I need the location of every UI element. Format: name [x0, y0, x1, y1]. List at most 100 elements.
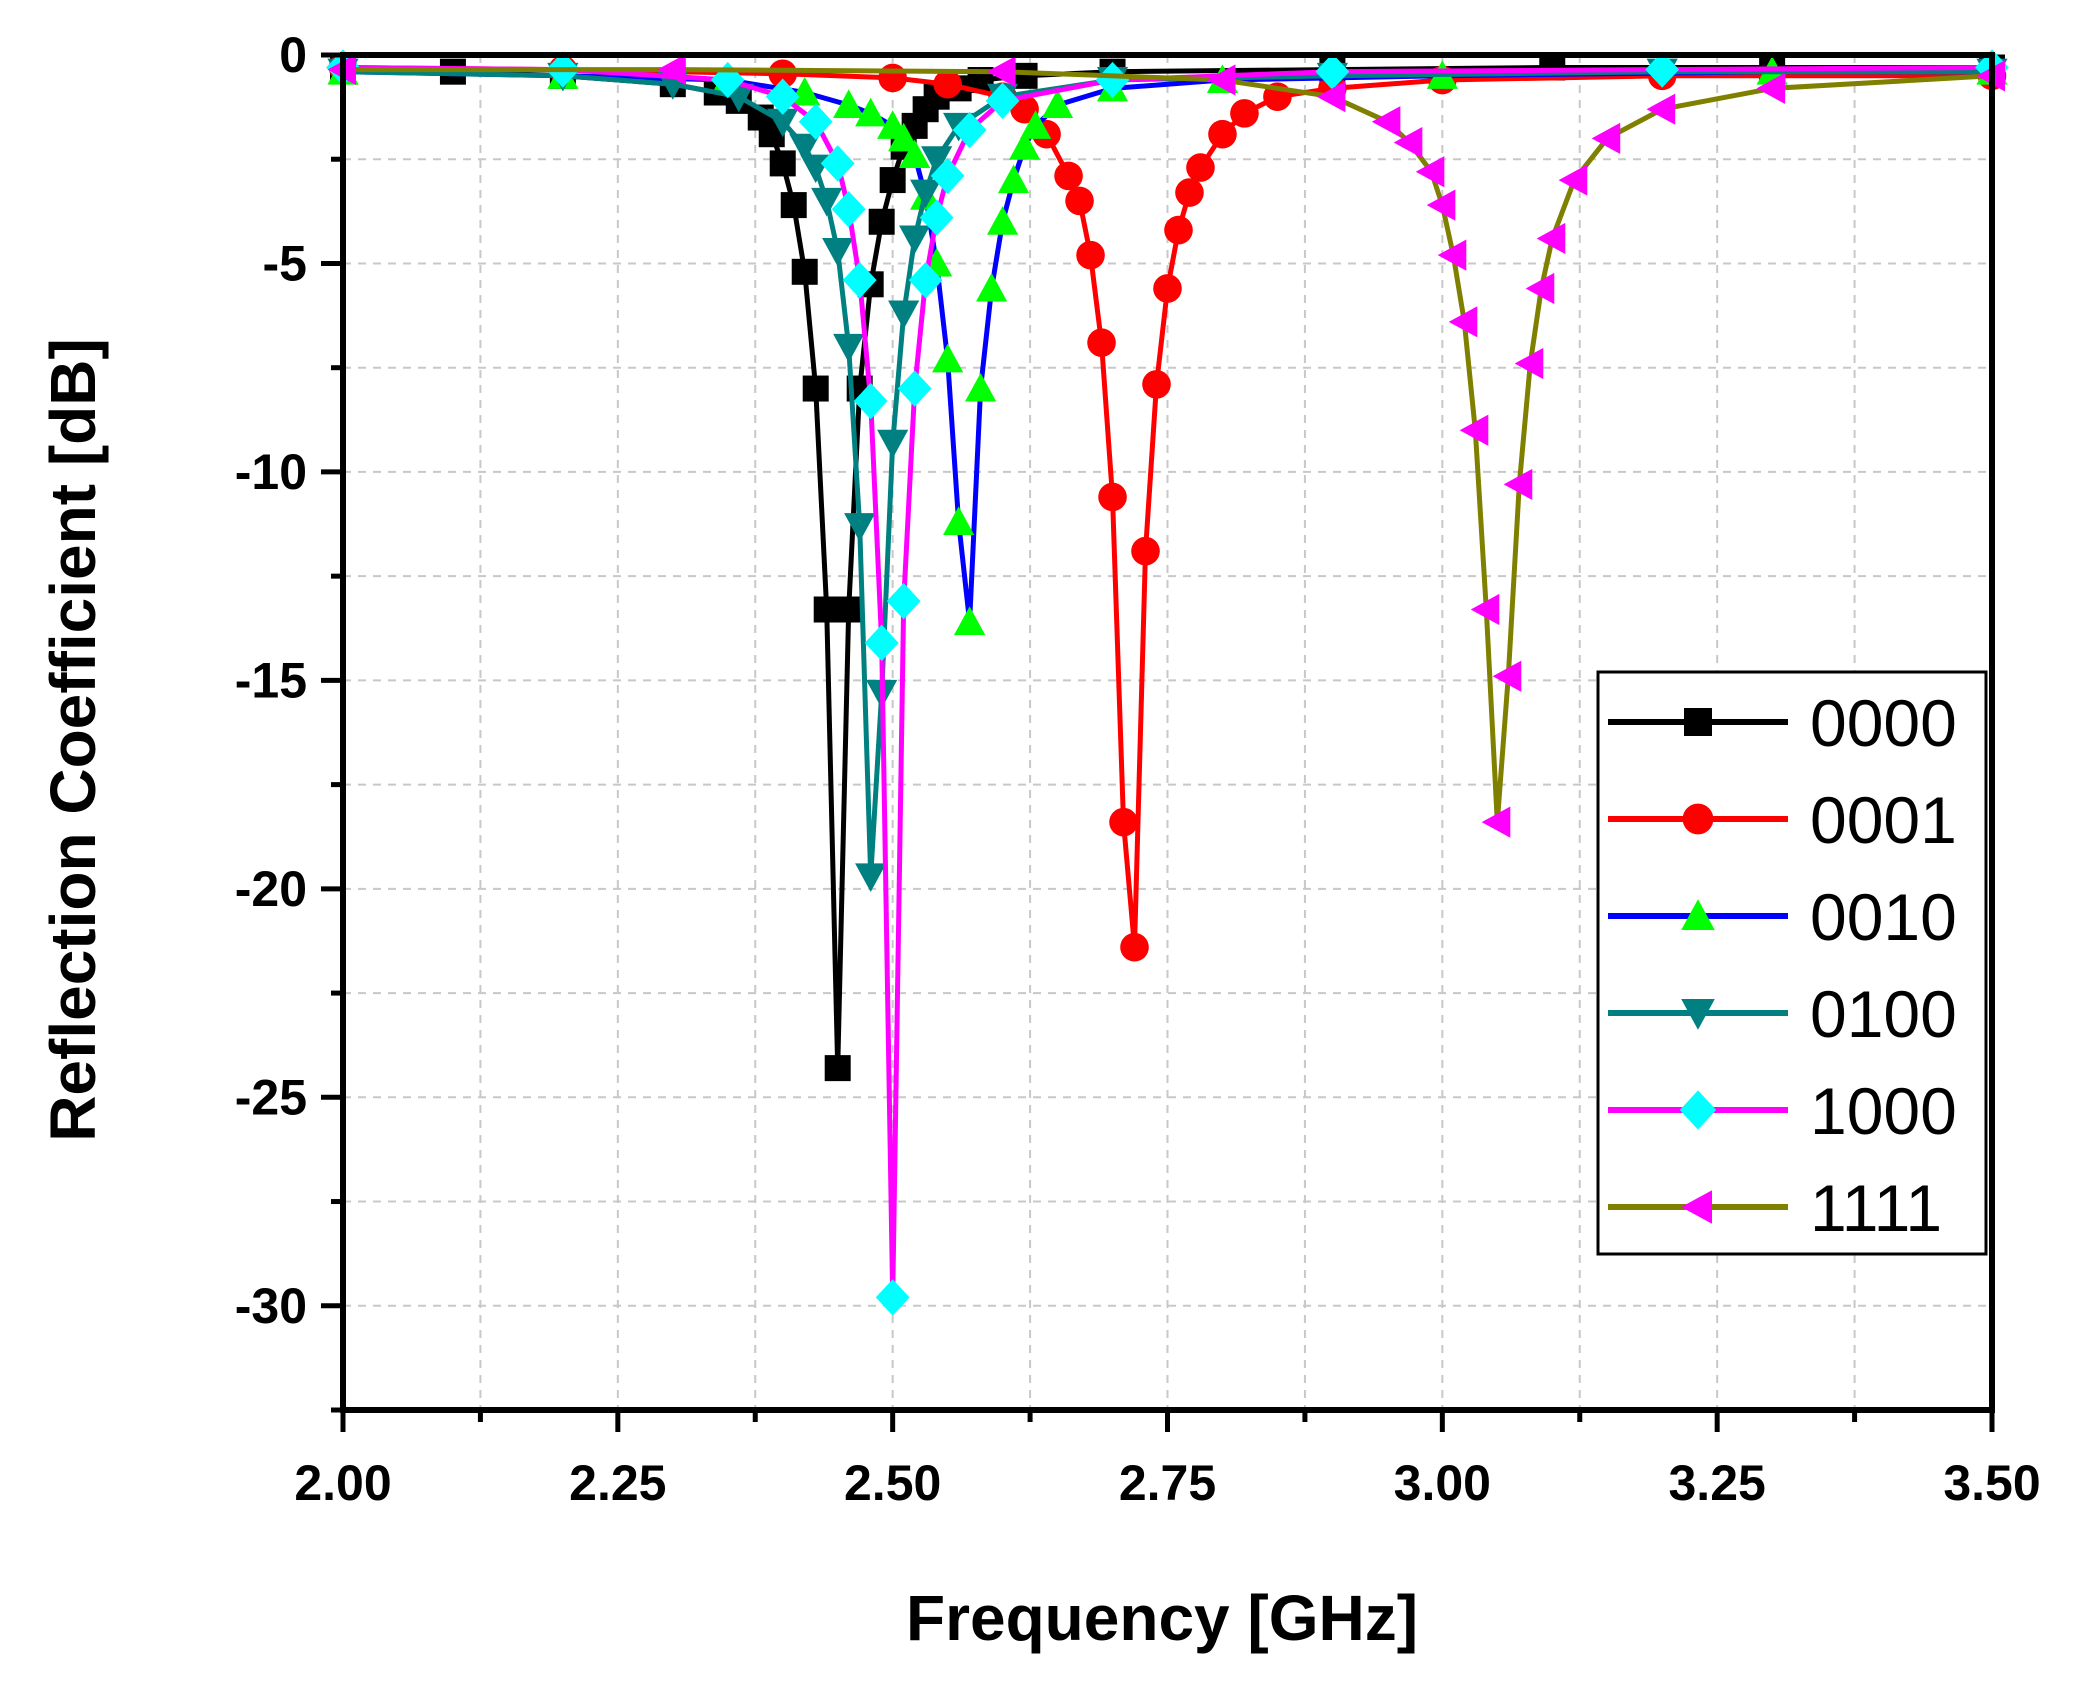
data-point-1111: [1316, 81, 1346, 113]
data-point-0010: [987, 206, 1019, 235]
data-point-0010: [1008, 131, 1041, 160]
data-point-0001: [1054, 161, 1083, 191]
data-point-0001: [1098, 482, 1127, 512]
data-point-1000: [875, 1279, 910, 1316]
data-point-0001: [1087, 328, 1116, 357]
legend-marker-0001: [1682, 803, 1714, 835]
legend-entry: 1000: [1608, 1074, 1957, 1148]
data-point-0000: [835, 596, 862, 623]
data-point-0010: [888, 122, 920, 152]
data-point-0010: [833, 89, 865, 119]
data-point-1111: [1437, 239, 1467, 271]
data-point-0001: [1109, 807, 1138, 837]
data-point-0001: [1230, 99, 1259, 128]
data-point-1000: [985, 82, 1020, 120]
legend-entry: 1111: [1608, 1171, 1942, 1245]
data-point-0001: [1131, 536, 1160, 566]
data-point-1111: [1206, 64, 1236, 96]
data-point-1111: [1525, 272, 1555, 305]
x-tick-label: 3.50: [1943, 1455, 2040, 1511]
legend-entry: 0001: [1608, 783, 1957, 857]
y-tick-label: 0: [279, 27, 307, 83]
data-point-0100: [888, 300, 920, 330]
y-tick-label: -15: [235, 652, 307, 708]
data-point-0100: [833, 333, 865, 363]
data-point-1111: [1536, 222, 1566, 255]
data-point-0010: [965, 372, 997, 402]
legend-label: 1111: [1810, 1171, 1942, 1245]
legend-label: 0010: [1810, 880, 1957, 954]
x-tick-label: 3.25: [1669, 1455, 1766, 1511]
data-point-1111: [1591, 122, 1621, 154]
legend-label: 1000: [1810, 1074, 1957, 1148]
data-point-0001: [1164, 215, 1193, 245]
data-point-0000: [769, 150, 796, 177]
legend-marker-0010: [1681, 899, 1715, 930]
data-point-0001: [878, 63, 907, 93]
legend-label: 0100: [1810, 977, 1957, 1051]
data-point-1111: [1481, 806, 1511, 838]
x-tick-label: 2.50: [844, 1455, 941, 1511]
x-tick-label: 2.75: [1119, 1455, 1216, 1511]
data-point-0000: [879, 167, 906, 194]
x-tick-label: 3.00: [1394, 1455, 1491, 1511]
data-point-1111: [1459, 414, 1489, 446]
data-point-0100: [877, 429, 909, 459]
data-point-0100: [910, 179, 942, 209]
data-point-0010: [1019, 110, 1052, 139]
y-tick-label: -20: [235, 861, 307, 917]
data-point-1111: [1426, 189, 1456, 221]
data-point-1111: [987, 56, 1016, 88]
data-point-1000: [919, 199, 954, 236]
data-point-0001: [768, 59, 798, 89]
data-point-1111: [1646, 93, 1676, 125]
data-point-1111: [1448, 306, 1478, 338]
y-tick-label: -5: [263, 235, 307, 291]
data-point-1000: [820, 145, 855, 182]
data-point-1000: [930, 157, 965, 195]
legend-entry: 0000: [1608, 686, 1957, 760]
data-point-0000: [802, 375, 829, 402]
legend-box: [1596, 670, 1988, 1256]
data-point-0001: [1175, 178, 1204, 207]
data-point-1000: [765, 78, 800, 115]
data-point-0010: [976, 272, 1008, 302]
y-tick-label: -30: [235, 1278, 307, 1334]
x-tick-label: 2.25: [569, 1455, 666, 1511]
data-point-0001: [1142, 370, 1171, 399]
legend-marker-0000: [1684, 708, 1712, 736]
data-point-0001: [1153, 274, 1182, 303]
data-point-1111: [1470, 593, 1500, 626]
data-point-1000: [908, 261, 943, 299]
data-point-0100: [822, 237, 854, 267]
data-point-1111: [1503, 468, 1533, 501]
legend-label: 0001: [1810, 783, 1957, 857]
data-point-1000: [886, 582, 921, 620]
data-point-1000: [897, 370, 932, 407]
legend-marker-0100: [1681, 999, 1715, 1030]
data-point-1111: [1415, 156, 1445, 188]
data-point-0100: [855, 863, 887, 892]
data-point-1000: [1095, 61, 1130, 99]
data-point-0001: [1076, 240, 1105, 270]
data-point-0100: [789, 133, 821, 163]
x-axis-title: Frequency [GHz]: [906, 1582, 1418, 1654]
data-point-0100: [899, 225, 931, 255]
legend-entry: 0100: [1608, 977, 1957, 1051]
data-point-0100: [921, 146, 953, 175]
series-line-0001: [342, 65, 1992, 950]
data-point-1111: [1492, 660, 1522, 692]
x-tick-label: 2.00: [294, 1455, 391, 1511]
data-point-0000: [813, 596, 840, 623]
data-point-1111: [1756, 72, 1786, 104]
data-point-1000: [831, 191, 866, 228]
data-point-0010: [932, 343, 964, 373]
legend: 0000 0001 0010 0100 1000 1111: [1596, 670, 1988, 1256]
axes-layer: 2.00 2.25 2.50 2.75 3.00 3.25 3.50 0 -5 -10 -15 -20…: [235, 27, 2041, 1511]
data-point-0100: [844, 513, 876, 542]
data-point-1000: [864, 624, 899, 662]
data-point-0001: [1065, 186, 1094, 216]
data-point-0010: [855, 97, 887, 127]
data-point-0000: [868, 208, 895, 235]
